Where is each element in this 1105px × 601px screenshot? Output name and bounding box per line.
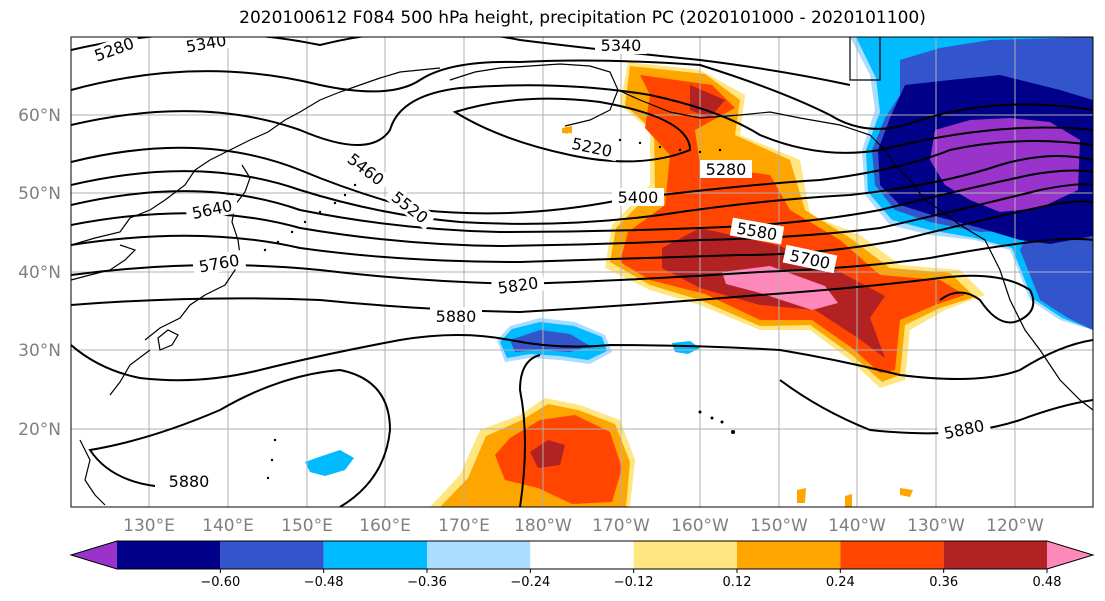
lon-label-170w: 170°W — [592, 516, 650, 536]
lat-label-60n: 60°N — [18, 106, 61, 126]
lat-label-20n: 20°N — [18, 420, 61, 440]
colorbar-tick-label: 0.48 — [1033, 575, 1062, 590]
map-frame — [70, 36, 1094, 508]
colorbar-tick-label: 0.24 — [826, 575, 855, 590]
colorbar-segment — [633, 541, 737, 569]
lat-label-40n: 40°N — [18, 263, 61, 283]
colorbar-tick-label: −0.60 — [200, 575, 240, 590]
colorbar-segment — [737, 541, 841, 569]
longitude-labels: 130°E 140°E 150°E 160°E 170°E 180°W 170°… — [123, 516, 1044, 536]
colorbar-segment — [530, 541, 634, 569]
lon-label-130w: 130°W — [907, 516, 965, 536]
colorbar-outline — [69, 540, 1095, 570]
lat-label-50n: 50°N — [18, 184, 61, 204]
lon-label-140e: 140°E — [202, 516, 254, 536]
lon-label-130e: 130°E — [123, 516, 175, 536]
contour-label-5880-a: 5880 — [436, 307, 477, 326]
latitude-labels: 60°N 50°N 40°N 30°N 20°N — [18, 106, 61, 440]
colorbar-tick-label: 0.12 — [723, 575, 752, 590]
contour-label-5340-b: 5340 — [601, 36, 642, 55]
colorbar-segment — [323, 541, 427, 569]
island-chains — [263, 138, 735, 480]
precip-pos-sub-0.48 — [530, 440, 565, 468]
precip-pos-0.60 — [722, 266, 838, 310]
lon-label-140w: 140°W — [828, 516, 886, 536]
colorbar-segment — [117, 541, 221, 569]
lon-label-150w: 150°W — [750, 516, 808, 536]
colorbar: −0.60 −0.48 −0.36 −0.24 −0.12 0.12 0.24 0.36 0.4… — [69, 540, 1095, 590]
colorbar-tick-label: −0.36 — [407, 575, 447, 590]
colorbar-segment — [1047, 541, 1093, 569]
contour-label-5280-b: 5280 — [706, 160, 747, 179]
map-panel: 5280 5340 5340 5220 5460 5520 5280 5400 … — [70, 36, 1094, 508]
precip-neg-small2 — [672, 341, 700, 354]
lon-label-170e: 170°E — [438, 516, 490, 536]
lon-label-160e: 160°E — [359, 516, 411, 536]
colorbar-tick-label: 0.36 — [929, 575, 958, 590]
lon-label-120w: 120°W — [986, 516, 1044, 536]
lon-label-180w: 180°W — [514, 516, 572, 536]
colorbar-segment — [427, 541, 531, 569]
colorbar-tick-label: −0.48 — [304, 575, 344, 590]
colorbar-tick-label: −0.24 — [510, 575, 550, 590]
contour-label-5400: 5400 — [618, 188, 659, 207]
colorbar-tick-label: −0.12 — [614, 575, 654, 590]
lon-label-150e: 150°E — [281, 516, 333, 536]
map-title: 2020100612 F084 500 hPa height, precipit… — [239, 8, 926, 28]
colorbar-segment — [840, 541, 944, 569]
lat-label-30n: 30°N — [18, 341, 61, 361]
colorbar-segment — [220, 541, 324, 569]
contour-label-5880-b: 5880 — [169, 472, 210, 491]
colorbar-segment — [943, 541, 1047, 569]
lon-label-160w: 160°W — [671, 516, 729, 536]
colorbar-segment — [71, 541, 117, 569]
precip-neg-small1 — [305, 450, 354, 476]
